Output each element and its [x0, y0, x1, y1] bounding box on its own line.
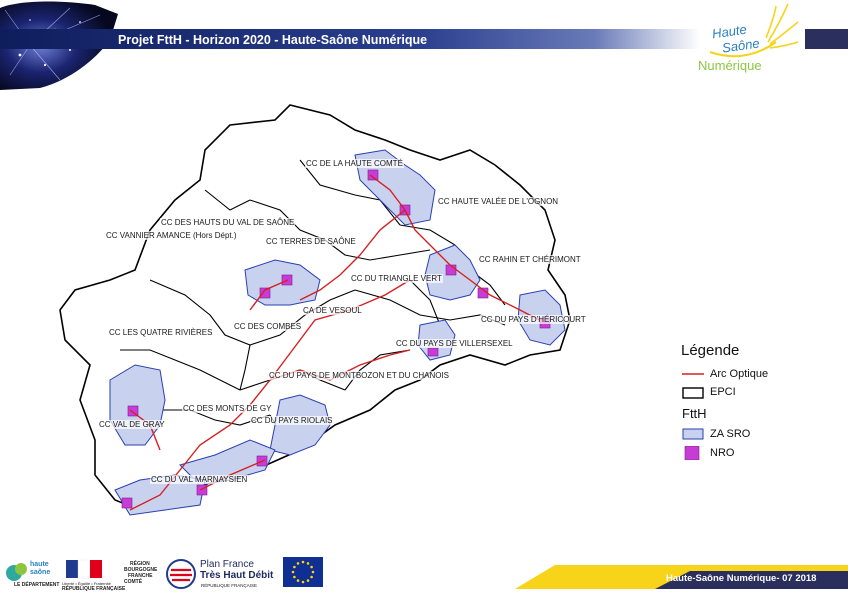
partner-rf-motto: Liberté • Égalité • Fraternité [62, 581, 111, 586]
partner-region-line3: FRANCHE [128, 573, 153, 579]
map-label: CC DU VAL MARNAYSIEN [150, 475, 249, 484]
legend-item-za-sro: ZA SRO [710, 428, 751, 440]
partner-plan-line2: Très Haut Débit [200, 570, 274, 581]
haute-saone-department-logo-icon [6, 563, 27, 581]
legend-item-epci: EPCI [710, 386, 736, 398]
map-label: CC DES COMBES [233, 322, 303, 331]
partner-region-line4: COMTÉ [124, 579, 143, 585]
map-label: CC DES HAUTS DU VAL DE SAÔNE [160, 218, 296, 227]
map-label: CC DU TRIANGLE VERT [350, 274, 443, 283]
footer-stripe [515, 565, 848, 589]
epci-borders [120, 159, 506, 441]
haute-saone-numerique-logo: Haute Saône Numérique [690, 2, 800, 78]
map-label: CC DU PAYS RIOLAIS [250, 416, 334, 425]
epci-box-icon [682, 387, 704, 399]
header-corner-block [805, 29, 848, 49]
partner-region-line1: RÉGION [130, 561, 150, 567]
legend-item-arc-optique: Arc Optique [710, 368, 769, 380]
map-label: CC DE LA HAUTE COMTÉ [305, 159, 404, 168]
map-label: CC DU PAYS DE MONTBOZON ET DU CHANOIS [268, 371, 451, 380]
legend-item-nro: NRO [710, 447, 735, 459]
map-label: CC VANNIER AMANCE (Hors Dépt.) [105, 231, 238, 240]
page-title: Projet FttH - Horizon 2020 - Haute-Saône… [118, 33, 428, 47]
partner-plan-line3: RÉPUBLIQUE FRANÇAISE [201, 583, 258, 588]
eu-flag-icon [283, 557, 323, 587]
map-label: CA DE VESOUL [302, 306, 363, 315]
map-label: CC HAUTE VALÉE DE L'OGNON [437, 197, 560, 206]
partner-hs-line1: haute [30, 561, 49, 568]
partner-plan-line1: Plan France [200, 559, 254, 570]
map-label: CC DES MONTS DE GY [182, 404, 273, 413]
plan-france-thd-icon [166, 559, 196, 589]
arc-optique-line-icon [682, 373, 704, 375]
partner-region-line2: BOURGOGNE [124, 567, 158, 573]
logo-sunburst-icon [709, 3, 799, 58]
map-label: CC DU PAYS DE VILLERSEXEL [395, 339, 514, 348]
map-label: CC DU PAYS D'HÉRICOURT [480, 315, 587, 324]
map-legend: Légende Arc Optique EPCI FttH ZA SRO NRO [680, 340, 840, 470]
header-bar [0, 29, 700, 49]
map-label: CC TERRES DE SAÔNE [265, 237, 357, 246]
footer-text: Haute-Saône Numérique- 07 2018 [666, 573, 817, 584]
legend-section-ftth: FttH [682, 406, 707, 421]
partner-hs-line3: LE DÉPARTEMENT [14, 582, 60, 588]
map-label: CC RAHIN ET CHÉRIMONT [478, 255, 582, 264]
partner-logos: haute saône LE DÉPARTEMENT Liberté • Éga… [0, 555, 330, 595]
partner-rf-name: RÉPUBLIQUE FRANÇAISE [62, 586, 126, 592]
legend-title: Légende [681, 342, 740, 359]
za-sro-swatch-icon [682, 428, 704, 440]
map-label: CC VAL DE GRAY [98, 420, 166, 429]
map-label: CC LES QUATRE RIVIÈRES [108, 328, 214, 337]
nro-swatch-icon [684, 446, 700, 460]
logo-text-numerique: Numérique [698, 58, 762, 73]
marianne-flag-icon [66, 559, 102, 579]
partner-hs-line2: saône [30, 569, 51, 576]
